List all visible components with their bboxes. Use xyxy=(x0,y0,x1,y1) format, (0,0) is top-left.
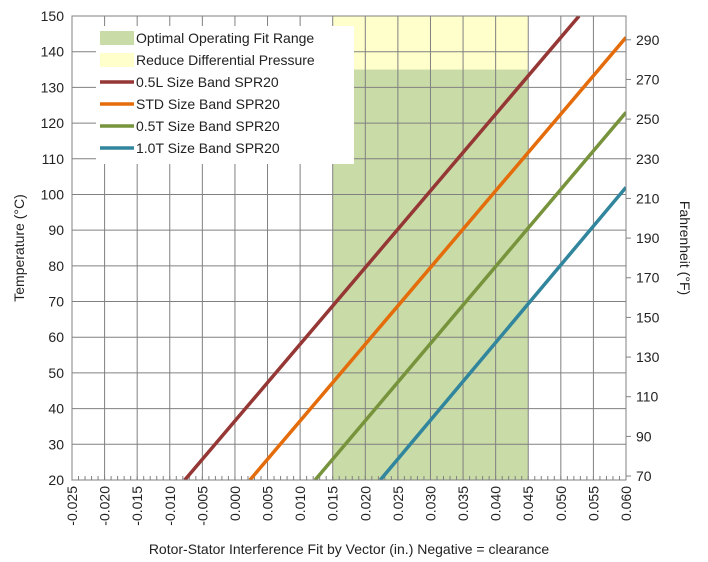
y2-tick-label: 110 xyxy=(636,389,659,405)
y-tick-label: 50 xyxy=(48,365,64,381)
x-axis-title: Rotor-Stator Interference Fit by Vector … xyxy=(149,541,550,557)
y2-tick-label: 190 xyxy=(636,230,660,246)
y2-tick-label: 230 xyxy=(636,151,660,167)
legend-swatch xyxy=(100,53,134,67)
y-tick-labels: 20 30 40 50 60 70 80 90 100 110 120 130 140 150 xyxy=(41,8,65,488)
legend-label: Optimal Operating Fit Range xyxy=(136,30,314,46)
y2-tick-label: 250 xyxy=(636,111,660,127)
y2-tick-label: 130 xyxy=(636,349,660,365)
y-axis-title: Temperature (°C) xyxy=(11,194,27,302)
x-tick-label: 0.050 xyxy=(553,486,569,521)
x-tick-label: -0.010 xyxy=(162,486,178,526)
y-tick-label: 150 xyxy=(41,8,65,24)
series-line-2 xyxy=(313,111,626,480)
x-tick-labels: -0.025 -0.020 -0.015 -0.010 -0.005 0.000 0.005… xyxy=(64,486,634,526)
y2-tick-labels: 70 90 110 130 150 170 190 210 230 250 270 290 xyxy=(626,32,660,484)
legend-label: STD Size Band SPR20 xyxy=(136,96,280,112)
y2-tick-label: 170 xyxy=(636,270,660,286)
y-tick-label: 70 xyxy=(48,294,64,310)
y-tick-label: 140 xyxy=(41,44,65,60)
x-tick-label: 0.000 xyxy=(227,486,243,521)
x-tick-label: 0.045 xyxy=(520,486,536,521)
y2-tick-label: 70 xyxy=(636,468,652,484)
x-tick-label: 0.030 xyxy=(422,486,438,521)
y-tick-label: 110 xyxy=(42,151,65,167)
x-tick-label: -0.025 xyxy=(64,486,80,526)
legend-label: 1.0T Size Band SPR20 xyxy=(136,140,280,156)
y2-tick-label: 150 xyxy=(636,309,660,325)
legend-label: 0.5T Size Band SPR20 xyxy=(136,118,280,134)
legend-label: 0.5L Size Band SPR20 xyxy=(136,74,279,90)
y2-tick-label: 290 xyxy=(636,32,660,48)
y-tick-label: 80 xyxy=(48,258,64,274)
y-tick-label: 130 xyxy=(41,79,65,95)
y2-tick-label: 270 xyxy=(636,71,660,87)
x-tick-label: 0.040 xyxy=(488,486,504,521)
legend: Optimal Operating Fit Range Reduce Differ… xyxy=(96,26,354,164)
series-line-0 xyxy=(183,16,581,480)
legend-swatch xyxy=(100,31,134,45)
x-tick-label: 0.025 xyxy=(390,486,406,521)
x-tick-label: 0.035 xyxy=(455,486,471,521)
y2-tick-label: 210 xyxy=(636,190,660,206)
x-tick-label: 0.010 xyxy=(292,486,308,521)
x-tick-label: 0.060 xyxy=(618,486,634,521)
x-tick-label: 0.005 xyxy=(260,486,276,521)
y-tick-label: 100 xyxy=(41,186,65,202)
y-tick-label: 20 xyxy=(48,472,64,488)
series-line-3 xyxy=(378,186,626,480)
x-tick-label: -0.020 xyxy=(97,486,113,526)
x-tick-label: 0.055 xyxy=(585,486,601,521)
legend-label: Reduce Differential Pressure xyxy=(136,52,315,68)
x-tick-label: 0.015 xyxy=(325,486,341,521)
series-layer xyxy=(183,16,626,480)
y-tick-label: 120 xyxy=(41,115,65,131)
y-tick-label: 30 xyxy=(48,436,64,452)
y2-tick-label: 90 xyxy=(636,428,652,444)
x-tick-label: 0.020 xyxy=(357,486,373,521)
y2-axis-title: Fahrenheit (°F) xyxy=(677,201,693,295)
series-line-1 xyxy=(248,36,626,480)
x-tick-label: -0.005 xyxy=(194,486,210,526)
minor-ticks-layer xyxy=(71,476,627,480)
plot-frame xyxy=(71,15,627,481)
x-tick-label: -0.015 xyxy=(129,486,145,526)
y-tick-label: 60 xyxy=(48,329,64,345)
y-tick-label: 90 xyxy=(48,222,64,238)
y-tick-label: 40 xyxy=(48,401,64,417)
legend-box xyxy=(96,26,354,164)
